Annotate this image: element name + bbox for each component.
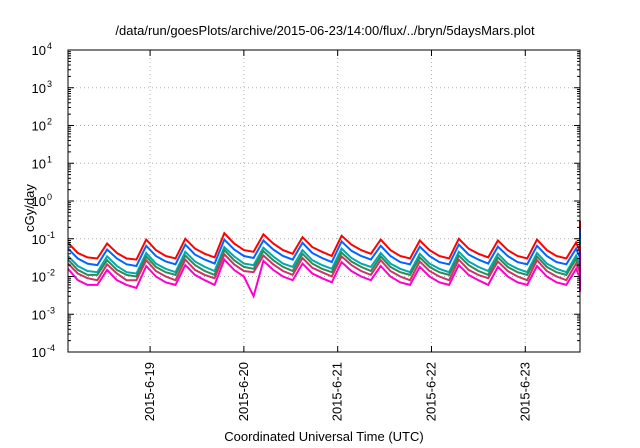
- x-axis-label: Coordinated Universal Time (UTC): [224, 429, 423, 444]
- y-tick-label-base: 10: [32, 345, 46, 360]
- y-tick-label: 10: [32, 194, 46, 209]
- x-tick-label: 2015-6-20: [236, 362, 251, 421]
- y-tick-label-exponent: -4: [47, 343, 55, 353]
- y-tick-label: 10: [32, 270, 46, 285]
- x-tick-label: 2015-6-19: [142, 362, 157, 421]
- y-tick-label-base: 10: [32, 81, 46, 96]
- y-tick-label: 10: [32, 156, 46, 171]
- y-tick-label: 10: [32, 345, 46, 360]
- y-tick-label-exponent: -2: [47, 268, 55, 278]
- y-tick-label-exponent: 0: [47, 192, 52, 202]
- y-tick-label-base: 10: [32, 232, 46, 247]
- x-tick-label: 2015-6-23: [517, 362, 532, 421]
- y-tick-label: 10: [32, 307, 46, 322]
- y-axis-label: cGy/day: [22, 184, 37, 232]
- y-tick-label-base: 10: [32, 307, 46, 322]
- grid: [68, 50, 580, 352]
- y-tick-label-base: 10: [32, 270, 46, 285]
- x-tick-label: 2015-6-21: [330, 362, 345, 421]
- y-tick-label-base: 10: [32, 194, 46, 209]
- y-tick-label-base: 10: [32, 43, 46, 58]
- y-tick-label-exponent: -1: [47, 230, 55, 240]
- x-tick-label: 2015-6-22: [423, 362, 438, 421]
- y-tick-label: 10: [32, 43, 46, 58]
- y-tick-label-exponent: 3: [47, 79, 52, 89]
- y-tick-label-exponent: 1: [47, 154, 52, 164]
- series-lines: [67, 220, 581, 299]
- y-tick-label-exponent: -3: [47, 305, 55, 315]
- y-tick-label-exponent: 4: [47, 41, 52, 51]
- y-tick-label: 10: [32, 119, 46, 134]
- y-tick-label: 10: [32, 232, 46, 247]
- y-tick-label-exponent: 2: [47, 117, 52, 127]
- y-tick-label-base: 10: [32, 156, 46, 171]
- chart-title: /data/run/goesPlots/archive/2015-06-23/1…: [115, 23, 535, 38]
- y-tick-label-base: 10: [32, 119, 46, 134]
- y-tick-label: 10: [32, 81, 46, 96]
